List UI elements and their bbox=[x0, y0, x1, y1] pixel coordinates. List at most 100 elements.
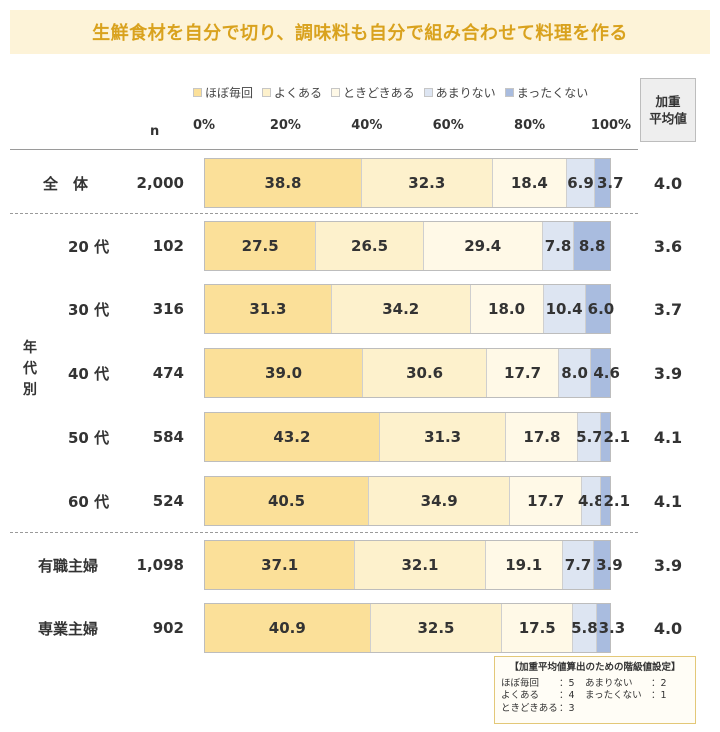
data-label: 27.5 bbox=[241, 237, 279, 255]
bar-segment: 31.3 bbox=[379, 413, 507, 461]
data-label: 17.7 bbox=[504, 364, 542, 382]
legend-item: よくある bbox=[262, 84, 322, 101]
category-label: 60 代 bbox=[68, 492, 110, 511]
chart-row: 20 代 102 27.5 26.5 29.4 7.8 8.8 3.6 bbox=[0, 221, 720, 271]
stacked-bar: 31.3 34.2 18.0 10.4 6.0 bbox=[204, 284, 614, 334]
category-label: 全 体 bbox=[43, 174, 89, 193]
bar-segment: 30.6 bbox=[363, 349, 488, 397]
sample-size: 474 bbox=[152, 364, 184, 382]
bar-segment: 38.8 bbox=[205, 159, 362, 207]
note-cell: ：2 bbox=[651, 677, 667, 689]
weighted-average-value: 4.1 bbox=[653, 491, 683, 511]
legend: ほぼ毎回 よくある ときどきある あまりない まったくない bbox=[193, 84, 588, 101]
chart-title: 生鮮食材を自分で切り、調味料も自分で組み合わせて料理を作る bbox=[92, 23, 628, 44]
sample-size: 584 bbox=[152, 428, 184, 446]
bar-segment: 10.4 bbox=[543, 285, 586, 333]
age-group-divider bbox=[10, 532, 638, 533]
legend-swatch bbox=[193, 88, 202, 97]
legend-item: ときどきある bbox=[331, 84, 415, 101]
bar-segment: 6.9 bbox=[567, 159, 595, 207]
bar-segment: 29.4 bbox=[423, 222, 543, 270]
weighted-average-header-line1: 加重 bbox=[655, 94, 681, 109]
age-group-label-char: 別 bbox=[23, 382, 37, 398]
bar-segment: 37.1 bbox=[205, 541, 356, 589]
x-tick-label: 20% bbox=[269, 118, 301, 133]
x-tick-label: 40% bbox=[351, 118, 383, 133]
age-group-label-char: 年 bbox=[23, 340, 37, 356]
bar-segment: 19.1 bbox=[485, 541, 563, 589]
data-label: 19.1 bbox=[505, 556, 543, 574]
sample-size: 2,000 bbox=[136, 174, 184, 192]
bar-segment: 39.0 bbox=[205, 349, 364, 397]
data-label: 30.6 bbox=[406, 364, 444, 382]
chart-row: 有職主婦 1,098 37.1 32.1 19.1 7.7 3.9 3.9 bbox=[0, 540, 720, 590]
data-label: 6.0 bbox=[587, 300, 615, 318]
data-label: 34.2 bbox=[382, 300, 420, 318]
bar-segment: 17.7 bbox=[487, 349, 559, 397]
chart-row: 30 代 316 31.3 34.2 18.0 10.4 6.0 3.7 bbox=[0, 284, 720, 334]
age-group-label-char: 代 bbox=[23, 361, 37, 377]
legend-item: あまりない bbox=[423, 84, 496, 101]
bar-segment: 5.8 bbox=[571, 604, 598, 652]
sample-size: 902 bbox=[152, 619, 184, 637]
legend-item: まったくない bbox=[504, 84, 588, 101]
legend-swatch bbox=[423, 88, 433, 97]
chart-row: 40 代 474 39.0 30.6 17.7 8.0 4.6 3.9 bbox=[0, 348, 720, 398]
chart-row: 専業主婦 902 40.9 32.5 17.5 5.8 3.3 4.0 bbox=[0, 603, 720, 653]
category-label: 40 代 bbox=[68, 364, 110, 383]
data-label: 3.9 bbox=[596, 556, 623, 574]
legend-swatch bbox=[331, 88, 341, 97]
bar-segment: 18.4 bbox=[492, 159, 568, 207]
bar-segment: 32.5 bbox=[370, 604, 503, 652]
legend-item: ほぼ毎回 bbox=[193, 84, 253, 101]
data-label: 17.7 bbox=[527, 492, 565, 510]
note-cell bbox=[585, 703, 651, 716]
bar-segment: 8.8 bbox=[574, 222, 610, 270]
note-cell: よくある bbox=[501, 690, 540, 701]
data-label: 26.5 bbox=[351, 237, 389, 255]
data-label: 32.1 bbox=[401, 556, 439, 574]
data-label: 17.8 bbox=[523, 428, 561, 446]
category-label: 有職主婦 bbox=[38, 556, 99, 575]
data-label: 32.3 bbox=[408, 174, 446, 192]
legend-label: ときどきある bbox=[343, 86, 415, 100]
note-cell: ：3 bbox=[559, 702, 575, 714]
note-cell: あまりない bbox=[585, 677, 633, 689]
chart-row: 50 代 584 43.2 31.3 17.8 5.7 2.1 4.1 bbox=[0, 412, 720, 462]
chart-row: 60 代 524 40.5 34.9 17.7 4.8 2.1 4.1 bbox=[0, 476, 720, 526]
legend-label: よくある bbox=[274, 86, 323, 100]
data-label: 5.7 bbox=[576, 428, 603, 446]
data-label: 4.6 bbox=[593, 364, 620, 382]
data-label: 4.8 bbox=[577, 492, 605, 510]
weighted-average-value: 3.9 bbox=[653, 555, 683, 575]
data-label: 3.7 bbox=[596, 174, 624, 192]
data-label: 2.1 bbox=[603, 428, 631, 446]
bar-segment: 7.7 bbox=[562, 541, 595, 589]
data-label: 2.1 bbox=[603, 492, 631, 510]
note-cell: まったくない bbox=[585, 690, 642, 701]
note-cell: ：5 bbox=[559, 677, 575, 689]
data-label: 7.8 bbox=[544, 237, 572, 255]
bar-segment: 8.0 bbox=[558, 349, 592, 397]
legend-swatch bbox=[262, 88, 272, 97]
category-label: 50 代 bbox=[68, 428, 110, 447]
stacked-bar: 38.8 32.3 18.4 6.9 3.7 bbox=[204, 158, 624, 208]
data-label: 8.8 bbox=[578, 237, 606, 255]
weighted-average-value: 3.6 bbox=[653, 236, 683, 256]
note-cell: ：4 bbox=[559, 690, 575, 701]
data-label: 31.3 bbox=[249, 300, 287, 318]
note-title: 【加重平均値算出のための階級値設定】 bbox=[509, 662, 681, 673]
bar-segment: 3.7 bbox=[594, 159, 624, 207]
chart-row: 全 体 2,000 38.8 32.3 18.4 6.9 3.7 4.0 bbox=[0, 158, 720, 208]
note-cell: ：1 bbox=[651, 690, 667, 701]
category-label: 20 代 bbox=[68, 237, 110, 256]
data-label: 18.0 bbox=[488, 300, 526, 318]
sample-size: 316 bbox=[152, 300, 184, 318]
data-label: 18.4 bbox=[510, 174, 548, 192]
stacked-bar: 39.0 30.6 17.7 8.0 4.6 bbox=[204, 348, 620, 398]
x-tick-label: 80% bbox=[514, 118, 546, 133]
bar-segment: 5.7 bbox=[576, 413, 603, 461]
n-column-header: n bbox=[150, 124, 160, 139]
sample-size: 1,098 bbox=[136, 556, 184, 574]
bar-segment: 17.8 bbox=[506, 413, 579, 461]
